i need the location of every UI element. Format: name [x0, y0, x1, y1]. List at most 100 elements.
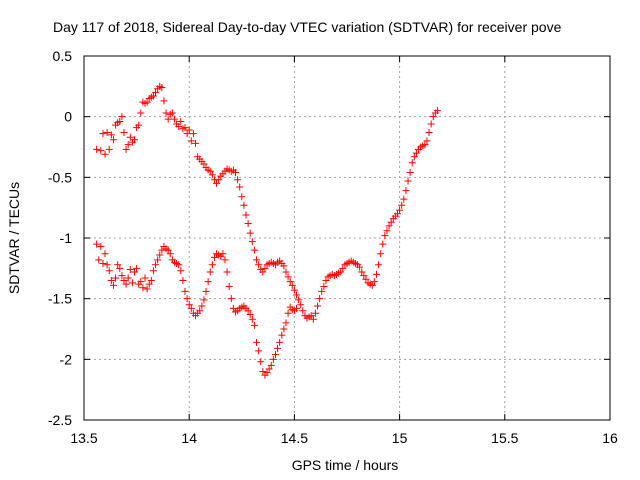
data-point — [154, 256, 162, 264]
data-point — [122, 280, 130, 288]
data-point — [250, 321, 258, 329]
data-point — [133, 264, 141, 272]
data-point — [185, 301, 193, 309]
x-tick-label: 15 — [392, 430, 408, 446]
data-point — [412, 149, 420, 157]
data-point — [215, 176, 223, 184]
data-point — [406, 168, 414, 176]
data-point — [255, 347, 263, 355]
data-point — [166, 250, 174, 258]
data-point — [200, 296, 208, 304]
data-point — [177, 118, 185, 126]
data-point — [156, 251, 164, 259]
data-point — [120, 276, 128, 284]
data-point — [421, 141, 429, 149]
data-point — [118, 272, 126, 280]
data-point — [316, 295, 324, 303]
x-tick-label: 16 — [602, 430, 618, 446]
data-point — [206, 268, 214, 276]
data-point — [221, 256, 229, 264]
data-point — [120, 128, 128, 136]
data-point — [307, 312, 315, 320]
data-point — [152, 261, 160, 269]
data-point — [410, 153, 418, 161]
data-point — [271, 350, 279, 358]
data-point — [187, 304, 195, 312]
data-point — [231, 168, 239, 176]
data-point — [284, 309, 292, 317]
data-point — [112, 274, 120, 282]
data-point — [259, 367, 267, 375]
data-point — [240, 201, 248, 209]
data-point — [433, 107, 441, 115]
x-tick-label: 14.5 — [281, 430, 308, 446]
data-point — [213, 179, 221, 187]
data-point — [192, 139, 200, 147]
data-point — [225, 283, 233, 291]
data-point — [358, 268, 366, 276]
data-point — [282, 268, 290, 276]
data-point — [267, 361, 275, 369]
data-point — [248, 315, 256, 323]
data-points — [93, 82, 441, 379]
data-point — [208, 171, 216, 179]
data-point — [299, 307, 307, 315]
y-tick-label: -0.5 — [48, 169, 72, 185]
data-point — [278, 331, 286, 339]
data-point — [263, 369, 271, 377]
x-tick-labels: 13.5 14 14.5 15 15.5 16 — [70, 430, 618, 446]
data-point — [141, 274, 149, 282]
data-point — [423, 137, 431, 145]
data-point — [250, 246, 258, 254]
data-point — [253, 256, 261, 264]
data-point — [280, 262, 288, 270]
data-point — [206, 167, 214, 175]
data-point — [362, 275, 370, 283]
data-point — [269, 355, 277, 363]
x-tick-label: 14 — [181, 430, 197, 446]
data-point — [107, 131, 115, 139]
data-point — [208, 261, 216, 269]
data-point — [356, 263, 364, 271]
data-point — [177, 267, 185, 275]
data-point — [158, 84, 166, 92]
data-point — [202, 287, 210, 295]
data-point — [204, 278, 212, 286]
y-tick-label: -2.5 — [48, 412, 72, 428]
data-point — [105, 267, 113, 275]
chart-title: Day 117 of 2018, Sidereal Day-to-day VTE… — [53, 19, 562, 35]
data-point — [210, 253, 218, 261]
data-point — [404, 177, 412, 185]
data-point — [162, 109, 170, 117]
data-point — [124, 274, 132, 282]
data-point — [175, 261, 183, 269]
data-point — [145, 280, 153, 288]
data-point — [396, 206, 404, 214]
data-point — [246, 229, 254, 237]
data-point — [97, 147, 105, 155]
data-point — [311, 309, 319, 317]
data-point — [93, 240, 101, 248]
data-point — [103, 261, 111, 269]
data-point — [164, 115, 172, 123]
data-point — [143, 285, 151, 293]
data-point — [248, 238, 256, 246]
data-point — [219, 250, 227, 258]
data-point — [244, 307, 252, 315]
data-point — [261, 264, 269, 272]
data-point — [137, 278, 145, 286]
data-point — [402, 187, 410, 195]
data-point — [234, 176, 242, 184]
data-point — [126, 266, 134, 274]
grid — [84, 56, 610, 420]
data-point — [181, 287, 189, 295]
y-tick-label: -1.5 — [48, 291, 72, 307]
data-point — [238, 193, 246, 201]
data-point — [116, 264, 124, 272]
data-point — [236, 183, 244, 191]
data-point — [109, 136, 117, 144]
data-point — [318, 287, 326, 295]
data-point — [198, 302, 206, 310]
data-point — [360, 272, 368, 280]
data-point — [425, 128, 433, 136]
